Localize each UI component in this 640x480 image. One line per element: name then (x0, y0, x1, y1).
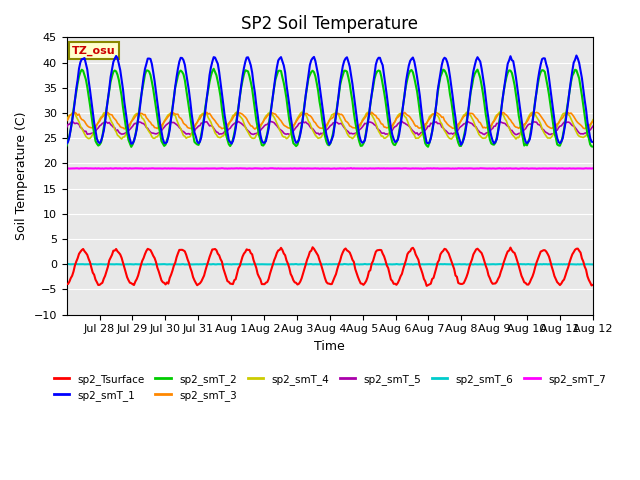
Title: SP2 Soil Temperature: SP2 Soil Temperature (241, 15, 419, 33)
Text: TZ_osu: TZ_osu (72, 46, 116, 56)
X-axis label: Time: Time (314, 340, 345, 353)
Legend: sp2_Tsurface, sp2_smT_1, sp2_smT_2, sp2_smT_3, sp2_smT_4, sp2_smT_5, sp2_smT_6, : sp2_Tsurface, sp2_smT_1, sp2_smT_2, sp2_… (50, 370, 610, 405)
Y-axis label: Soil Temperature (C): Soil Temperature (C) (15, 112, 28, 240)
